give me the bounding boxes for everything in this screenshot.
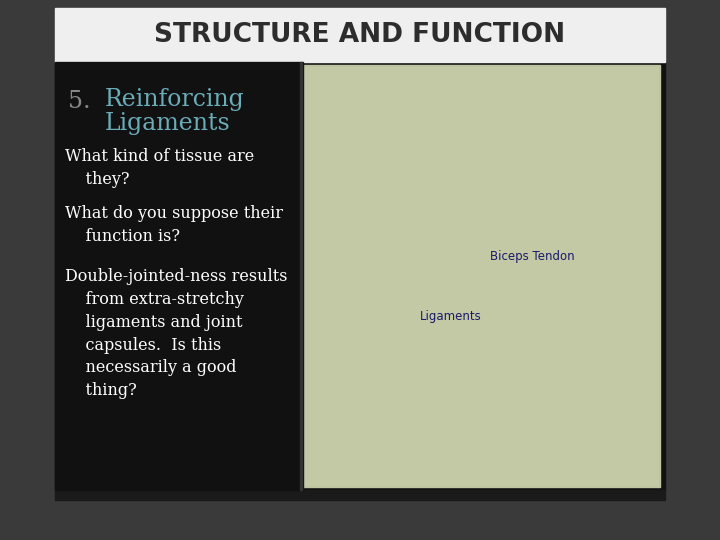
Bar [55, 8, 665, 62]
Text: 5.: 5. [68, 90, 91, 113]
Text: Ligaments: Ligaments [105, 112, 230, 135]
Text: Reinforcing: Reinforcing [105, 88, 245, 111]
Text: Ligaments: Ligaments [420, 310, 482, 323]
Text: STRUCTURE AND FUNCTION: STRUCTURE AND FUNCTION [154, 22, 566, 48]
Bar [55, 490, 665, 500]
Bar [55, 62, 665, 490]
Bar [55, 62, 303, 490]
Text: Double-jointed-ness results
    from extra-stretchy
    ligaments and joint
    : Double-jointed-ness results from extra-s… [65, 268, 287, 399]
Bar [302, 67, 658, 485]
Text: Biceps Tendon: Biceps Tendon [490, 250, 575, 263]
Bar [300, 62, 302, 490]
Bar [300, 65, 660, 487]
Text: What do you suppose their
    function is?: What do you suppose their function is? [65, 205, 283, 245]
Text: What kind of tissue are
    they?: What kind of tissue are they? [65, 148, 254, 188]
